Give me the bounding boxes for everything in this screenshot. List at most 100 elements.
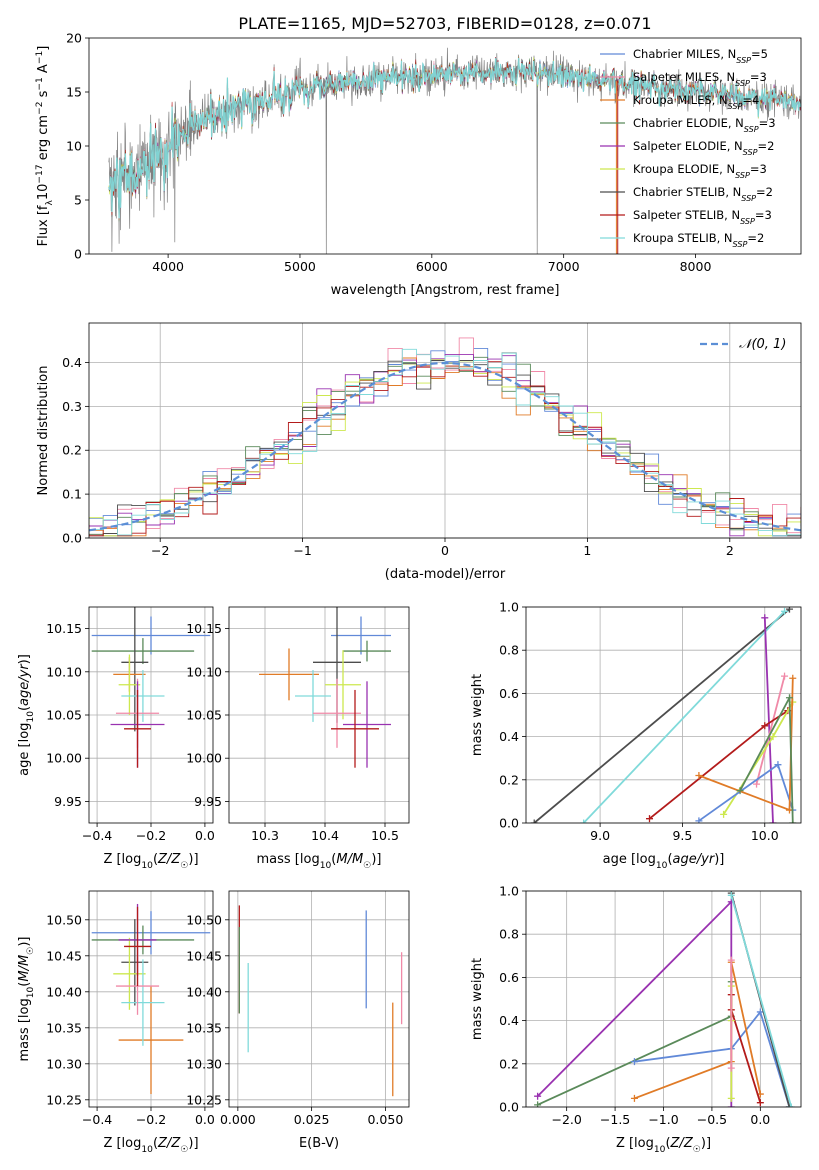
x-axis-label: wavelength [Angstrom, rest frame] [331, 283, 560, 298]
axes-frame [228, 606, 410, 824]
tick-label-x: 0.000 [220, 1112, 256, 1127]
panel-mass-vs-Z: −0.4 −0.2 0.0 10.25 10.30 10.35 10.40 10.45 10.5… [17, 890, 215, 1155]
tick-label-y: 9.95 [54, 794, 82, 809]
panel-age-vs-mass: 10.3 10.4 10.5 9.95 10.00 10.05 10.10 10.15 mass… [186, 606, 410, 871]
tick-label-y: 0.3 [62, 399, 82, 414]
mass-weight-marker [530, 819, 538, 823]
axes-frame [525, 890, 802, 1108]
mass-weight-line [582, 610, 786, 823]
error-bar-point [325, 650, 361, 720]
tick-label-x: 0.0 [195, 1112, 215, 1127]
error-bar-point [113, 937, 146, 1010]
tick-label-x: 1 [583, 543, 591, 558]
tick-label-x: 10.3 [251, 828, 279, 843]
legend-label: Salpeter MILES, NSSP=3 [633, 70, 767, 88]
legend: Chabrier MILES, NSSP=5 Salpeter MILES, NS… [600, 47, 776, 249]
tick-label-y: 0.4 [499, 729, 519, 744]
tick-label-y: 10.05 [46, 708, 82, 723]
histogram-line [89, 361, 801, 537]
mass-weight-marker [761, 614, 769, 622]
tick-label-y: 0.2 [62, 443, 82, 458]
error-bar-point [343, 681, 391, 768]
tick-label-y: 0.6 [499, 686, 519, 701]
plot-area [530, 607, 797, 823]
tick-label-y: 10.25 [186, 1092, 222, 1107]
tick-label-y: 0.4 [499, 1013, 519, 1028]
mass-weight-marker [736, 787, 744, 795]
tick-label-y: 10.50 [186, 912, 222, 927]
tick-label-x: 7000 [548, 259, 580, 274]
tick-label-x: 2 [726, 543, 734, 558]
tick-label-y: 10.30 [186, 1056, 222, 1071]
tick-label-y: 1.0 [499, 600, 519, 615]
error-bar-point [121, 959, 165, 1046]
tick-label-y: 5 [74, 193, 82, 208]
axes-frame [88, 322, 802, 539]
mass-weight-line [755, 675, 786, 785]
tick-label-y: 0.0 [499, 1100, 519, 1115]
mass-weight-marker [761, 722, 769, 730]
tick-label-y: 10.40 [186, 984, 222, 999]
error-bar-point [331, 616, 391, 655]
tick-label-x: 10.4 [311, 828, 339, 843]
mass-weight-marker [769, 733, 777, 741]
error-bar-point [118, 986, 184, 1095]
mass-weight-line [730, 895, 793, 1107]
panel-mass-vs-EBV: 0.000 0.025 0.050 10.25 10.30 10.35 10.40 10.45… [186, 890, 410, 1151]
tick-label-x: −0.4 [82, 828, 112, 843]
tick-label-x: 0.0 [750, 1112, 770, 1127]
normal-reference-curve [89, 361, 801, 532]
legend-label: Chabrier STELIB, NSSP=2 [633, 185, 773, 203]
error-bar-point [259, 648, 319, 701]
tick-label-y: 10.35 [186, 1020, 222, 1035]
tick-label-y: 10.10 [186, 664, 222, 679]
panel-mass-weight-vs-age: 9.0 9.5 10.0 0.0 0.2 0.4 0.6 0.8 1.0 age [log10(a… [470, 600, 802, 871]
tick-label-x: 5000 [284, 259, 316, 274]
tick-label-y: 0.0 [499, 816, 519, 831]
mass-weight-line [648, 709, 789, 820]
legend-label: Salpeter ELODIE, NSSP=2 [633, 139, 774, 157]
tick-label-x: 9.5 [672, 828, 692, 843]
mass-weight-marker [695, 771, 703, 779]
error-bar-point [121, 919, 149, 1006]
mass-weight-line [533, 608, 791, 823]
error-bar-point [91, 911, 211, 955]
tick-label-y: 10.10 [46, 664, 82, 679]
tick-label-x: 10.5 [371, 828, 399, 843]
tick-label-y: 20 [66, 31, 82, 46]
tick-label-y: 0.6 [499, 970, 519, 985]
mass-weight-marker [785, 1103, 793, 1107]
tick-label-x: −0.2 [136, 828, 166, 843]
tick-label-x: −1 [293, 543, 311, 558]
tick-label-y: 0.8 [499, 927, 519, 942]
mass-weight-marker [781, 672, 789, 680]
legend-label: Kroupa STELIB, NSSP=2 [633, 231, 764, 249]
panel-age-vs-Z: −0.4 −0.2 0.0 9.95 10.00 10.05 10.10 10.15 Z [lo… [17, 606, 215, 871]
figure-title: PLATE=1165, MJD=52703, FIBERID=0128, z=0… [238, 14, 651, 33]
mass-weight-marker [534, 1101, 542, 1107]
legend-label: Kroupa ELODIE, NSSP=3 [633, 162, 767, 180]
tick-label-x: 0.0 [195, 828, 215, 843]
x-axis-label: E(B-V) [299, 1136, 339, 1151]
plot-area [108, 47, 801, 254]
legend-label: Chabrier ELODIE, NSSP=3 [633, 116, 776, 134]
tick-label-y: 10 [66, 139, 82, 154]
legend-label: Chabrier MILES, NSSP=5 [633, 47, 768, 65]
tick-label-x: 9.0 [590, 828, 610, 843]
legend-label: Salpeter STELIB, NSSP=3 [633, 208, 772, 226]
tick-label-y: 0.0 [62, 531, 82, 546]
legend: 𝒩(0, 1) [700, 337, 786, 352]
tick-label-y: 0.1 [62, 487, 82, 502]
tick-label-x: 8000 [680, 259, 712, 274]
mass-weight-marker [720, 810, 728, 818]
y-axis-label: mass [log10(M/M☉)] [17, 937, 36, 1062]
y-axis-label: Normed distribution [36, 366, 51, 496]
y-axis-label: mass weight [470, 958, 485, 1040]
tick-label-y: 10.15 [46, 621, 82, 636]
plot-area [238, 905, 403, 1097]
x-axis-label: (data-model)/error [385, 567, 506, 582]
y-axis-label: age [log10(age/yr)] [17, 654, 36, 776]
mass-weight-marker [727, 1103, 735, 1107]
error-bar-point [295, 670, 331, 722]
mass-weight-marker [789, 674, 797, 682]
